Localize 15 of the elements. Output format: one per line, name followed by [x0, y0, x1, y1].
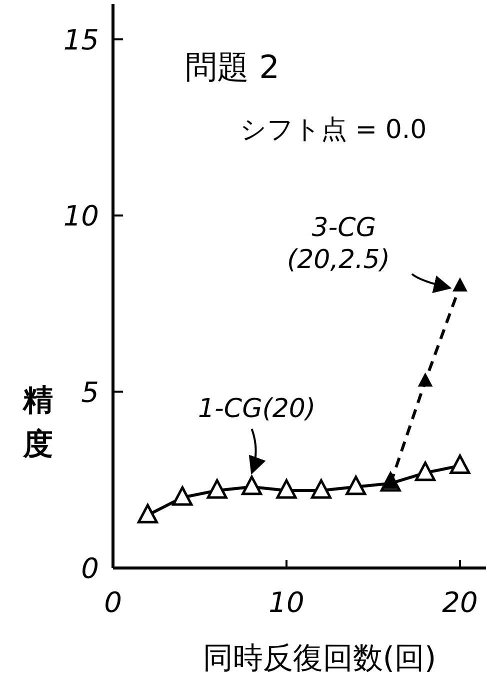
annotation: 1-CG(20): [198, 394, 316, 475]
annotation: 3-CG (20,2.5): [287, 213, 452, 293]
y-tick-label: 5: [81, 376, 99, 409]
text: 問題 2: [185, 48, 280, 86]
annotation: 1-CG(20): [198, 394, 316, 424]
x-axis-title: 同時反復回数(回): [202, 641, 436, 676]
y-tick-label: 15: [63, 23, 99, 56]
y-tick-label: 10: [63, 200, 99, 232]
x-tick-label: 10: [268, 586, 304, 619]
y-axis-title: 精度: [22, 383, 53, 462]
annotation: 3-CG (20,2.5): [286, 213, 390, 275]
y-tick-label: 0: [81, 552, 99, 585]
annotation: シフト点 = 0.0: [240, 115, 427, 145]
x-tick-label: 20: [442, 586, 478, 619]
x-tick-label: 0: [104, 586, 122, 619]
